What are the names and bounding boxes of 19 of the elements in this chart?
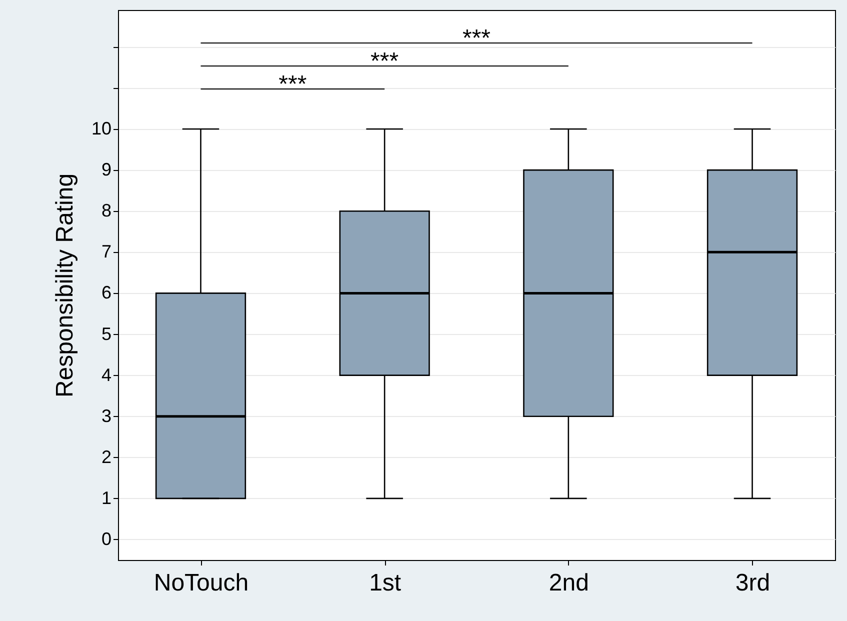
y-tick-label: 4 bbox=[101, 364, 112, 385]
y-tick-label: 5 bbox=[101, 324, 112, 344]
y-tick-label: 6 bbox=[101, 282, 112, 303]
y-axis-title: Responsibility Rating bbox=[51, 173, 78, 398]
y-tick-label: 9 bbox=[101, 160, 112, 180]
y-tick-label: 8 bbox=[101, 200, 112, 221]
y-tick-label: 10 bbox=[91, 118, 112, 139]
annotation: *** bbox=[462, 25, 491, 52]
x-tick-label: 1st bbox=[369, 570, 402, 596]
x-tick-label: 3rd bbox=[735, 570, 770, 596]
y-tick-label: 2 bbox=[101, 446, 112, 467]
y-tick-label: 0 bbox=[101, 528, 112, 549]
x-tick-label: 2nd bbox=[548, 570, 589, 596]
y-tick-label: 3 bbox=[101, 406, 112, 426]
y-tick-label: 7 bbox=[101, 242, 112, 262]
y-tick-label: 1 bbox=[101, 488, 112, 508]
annotation: *** bbox=[370, 48, 399, 75]
x-tick-label: NoTouch bbox=[154, 570, 249, 596]
annotation: *** bbox=[278, 71, 307, 98]
